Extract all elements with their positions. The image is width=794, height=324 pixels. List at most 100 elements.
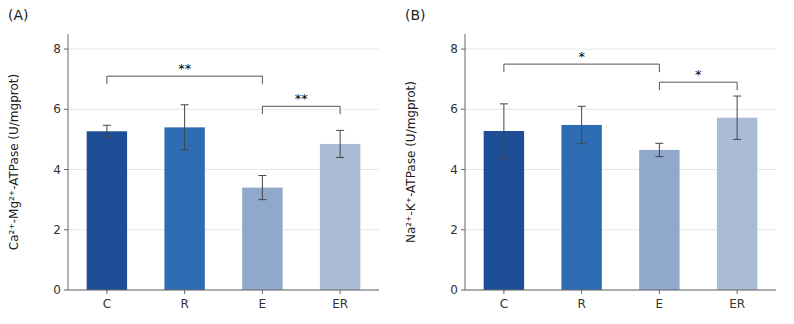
error-cap (103, 125, 111, 126)
tick-label: ER (332, 297, 348, 311)
tick-label: C (103, 297, 111, 311)
error-cap (578, 106, 586, 107)
error-line (659, 143, 660, 156)
panel-label: (A) (8, 7, 29, 23)
tick-label: R (577, 297, 585, 311)
error-cap (258, 175, 266, 176)
significance-label: ** (295, 91, 309, 106)
tick-label: 8 (53, 42, 61, 56)
tick-label: C (500, 297, 508, 311)
axis-label: Na²⁺-K⁺-ATPase (U/mgprot) (404, 81, 418, 243)
tick-label: 4 (53, 163, 61, 177)
tick-label: R (180, 297, 188, 311)
error-line (503, 104, 504, 158)
bar (717, 118, 757, 290)
error-bar (103, 125, 111, 137)
figure: (A)02468Ca²⁺-Mg²⁺-ATPase (U/mgprot)****C… (0, 0, 794, 324)
tick-mark (64, 49, 68, 50)
error-cap (578, 143, 586, 144)
error-bar (181, 105, 189, 150)
panel: (B) 0 2 4 6 8 Na²⁺-K⁺-ATPase (U/mgprot) * * C R E ER (404, 7, 776, 311)
tick-label: 2 (53, 223, 61, 237)
x-axis (465, 290, 776, 291)
tick-mark (106, 290, 107, 294)
tick-label: 0 (450, 283, 458, 297)
bar (639, 150, 679, 290)
grid-line (465, 290, 776, 291)
bar (164, 127, 204, 290)
axis-label: Ca²⁺-Mg²⁺-ATPase (U/mgprot) (7, 74, 21, 250)
error-cap (655, 156, 663, 157)
bar (87, 131, 127, 290)
tick-label: E (656, 297, 664, 311)
tick-mark (64, 229, 68, 230)
error-bar (336, 130, 344, 157)
significance-bracket (107, 76, 263, 84)
bar (242, 188, 282, 290)
tick-mark (581, 290, 582, 294)
tick-mark (461, 109, 465, 110)
error-cap (336, 130, 344, 131)
significance-label: ** (178, 61, 192, 76)
error-cap (181, 149, 189, 150)
error-cap (733, 96, 741, 97)
tick-mark (64, 290, 68, 291)
error-bar (733, 96, 741, 139)
error-line (340, 130, 341, 157)
error-bar (655, 143, 663, 156)
error-line (106, 125, 107, 137)
tick-mark (737, 290, 738, 294)
grid-line (465, 109, 776, 110)
y-axis (465, 34, 466, 290)
error-cap (500, 158, 508, 159)
grid-line (68, 49, 379, 50)
grid-line (68, 109, 379, 110)
grid-line (465, 49, 776, 50)
x-axis (68, 290, 379, 291)
error-cap (733, 139, 741, 140)
tick-mark (461, 169, 465, 170)
bar (561, 125, 601, 290)
tick-label: 2 (450, 223, 458, 237)
tick-label: 6 (53, 102, 61, 116)
tick-label: 6 (450, 102, 458, 116)
bar (320, 144, 360, 290)
error-cap (103, 137, 111, 138)
tick-label: ER (729, 297, 745, 311)
tick-mark (64, 169, 68, 170)
tick-label: 0 (53, 283, 61, 297)
error-line (184, 105, 185, 150)
tick-mark (503, 290, 504, 294)
error-line (737, 96, 738, 139)
tick-mark (64, 109, 68, 110)
panel: (A) 0 2 4 6 8 Ca²⁺-Mg²⁺-ATPase (U/mgprot) ** ** C… (7, 7, 379, 311)
error-cap (655, 143, 663, 144)
tick-label: 8 (450, 42, 458, 56)
significance-bracket (659, 82, 737, 90)
error-cap (181, 104, 189, 105)
error-bar (578, 106, 586, 143)
tick-mark (461, 49, 465, 50)
error-cap (336, 157, 344, 158)
marks (484, 64, 758, 290)
significance-bracket (504, 64, 660, 72)
y-axis (68, 34, 69, 290)
panel-label: (B) (405, 7, 426, 23)
error-bar (258, 176, 266, 200)
significance-label: * (695, 67, 702, 82)
tick-mark (262, 290, 263, 294)
error-bar (500, 104, 508, 158)
tick-label: E (259, 297, 267, 311)
error-cap (500, 103, 508, 104)
marks (87, 76, 361, 290)
tick-mark (461, 290, 465, 291)
error-line (262, 176, 263, 200)
significance-bracket (262, 106, 340, 114)
tick-label: 4 (450, 163, 458, 177)
error-line (581, 106, 582, 143)
tick-mark (184, 290, 185, 294)
tick-mark (659, 290, 660, 294)
significance-label: * (578, 49, 585, 64)
error-cap (258, 199, 266, 200)
grid-line (68, 290, 379, 291)
